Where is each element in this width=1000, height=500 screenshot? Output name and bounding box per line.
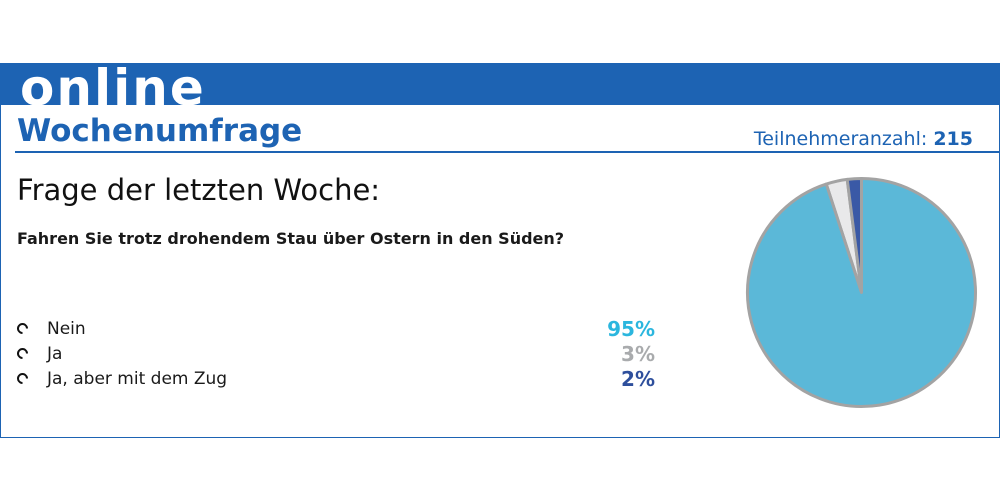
answer-list: Nein 95% Ja 3% Ja, aber mit dem Zug 2% xyxy=(14,317,657,393)
answer-option-nein[interactable]: Nein 95% xyxy=(14,317,657,343)
answer-percent: 95% xyxy=(607,317,655,341)
answer-percent: 2% xyxy=(621,367,655,391)
question-text: Fahren Sie trotz drohendem Stau über Ost… xyxy=(17,229,565,248)
participants-value: 215 xyxy=(933,128,973,150)
answer-label: Ja xyxy=(47,344,63,364)
participants-label: Teilnehmeranzahl: xyxy=(753,128,928,150)
title-divider xyxy=(15,151,1000,153)
radio-icon[interactable] xyxy=(14,370,31,387)
answer-option-ja[interactable]: Ja 3% xyxy=(14,342,657,368)
answer-percent: 3% xyxy=(621,342,655,366)
answer-label: Nein xyxy=(47,319,86,339)
radio-icon[interactable] xyxy=(14,320,31,337)
poll-title: Wochenumfrage xyxy=(17,113,303,149)
radio-icon[interactable] xyxy=(14,345,31,362)
participants-count: Teilnehmeranzahl: 215 xyxy=(754,124,973,154)
banner-word: online xyxy=(20,63,206,105)
question-heading: Frage der letzten Woche: xyxy=(17,173,381,207)
header-banner: online xyxy=(0,63,1000,105)
pie-chart xyxy=(746,177,977,408)
answer-label: Ja, aber mit dem Zug xyxy=(47,369,228,389)
answer-option-zug[interactable]: Ja, aber mit dem Zug 2% xyxy=(14,367,657,393)
pie-slice-nein xyxy=(746,177,977,408)
